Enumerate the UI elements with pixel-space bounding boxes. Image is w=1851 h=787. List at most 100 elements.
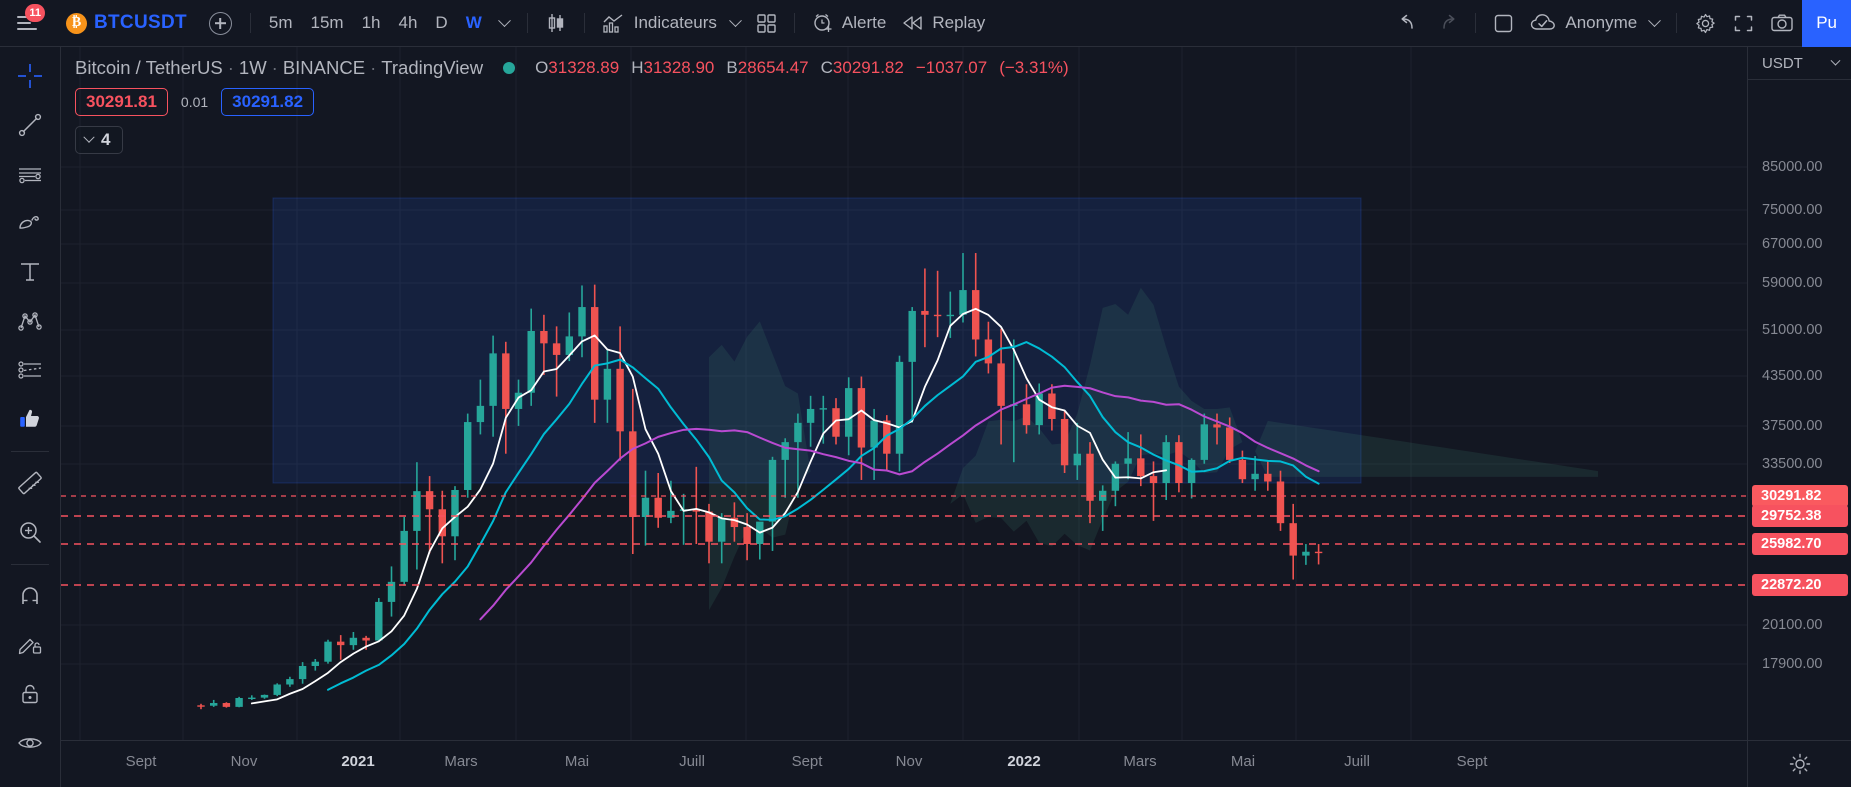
alert-button[interactable]: Alerte xyxy=(804,7,894,39)
circle-plus-icon[interactable] xyxy=(208,11,232,35)
price-scale-settings-button[interactable] xyxy=(1748,740,1851,787)
price-chart-svg xyxy=(61,47,1747,740)
price-scale-header[interactable]: USDT xyxy=(1748,47,1851,80)
square-button[interactable] xyxy=(1485,7,1522,39)
ask-price[interactable]: 30291.82 xyxy=(221,88,315,116)
price-tick: 33500.00 xyxy=(1762,456,1823,472)
divider xyxy=(793,13,795,33)
crosshair-icon xyxy=(18,64,42,88)
chevron-down-icon xyxy=(1830,55,1841,66)
layout-button[interactable] xyxy=(748,7,785,39)
settings-button[interactable] xyxy=(1686,7,1725,39)
time-tick: Nov xyxy=(895,753,923,770)
chart-type-button[interactable] xyxy=(537,7,575,39)
price-tick: 85000.00 xyxy=(1762,159,1823,175)
candlestick-icon xyxy=(545,12,567,34)
text-icon xyxy=(21,263,39,281)
price-tick: 59000.00 xyxy=(1762,275,1823,291)
indicators-chart-icon xyxy=(602,13,625,34)
timeframe-5m[interactable]: 5m xyxy=(268,13,293,32)
ohlc-key-open: O xyxy=(535,58,549,77)
separator-dot: · xyxy=(370,57,377,78)
alert-price-tag[interactable]: 22872.20 xyxy=(1752,574,1848,596)
divider xyxy=(1676,13,1678,33)
timeframe-d[interactable]: D xyxy=(435,13,448,32)
replay-button[interactable]: Replay xyxy=(894,7,993,39)
time-scale[interactable]: Sept Nov 2021 Mars Mai Juill Sept Nov 2022 Mars Ma… xyxy=(61,740,1747,787)
thumbs-up-icon xyxy=(20,409,39,427)
zoom-in-icon xyxy=(20,522,41,543)
emoji-tool[interactable] xyxy=(9,398,51,440)
exchange-label: BINANCE xyxy=(282,57,366,78)
source-label: TradingView xyxy=(381,57,484,78)
chevron-down-icon xyxy=(1648,13,1662,27)
ichimoku-cloud xyxy=(709,287,1598,611)
magnet-tool[interactable] xyxy=(9,575,51,617)
ohlc-value-close: 30291.82 xyxy=(832,58,904,77)
trend-line-tool[interactable] xyxy=(9,104,51,146)
divider xyxy=(11,451,49,452)
brush-tool[interactable] xyxy=(9,202,51,244)
fullscreen-button[interactable] xyxy=(1725,7,1762,39)
time-tick: Juill xyxy=(1344,753,1370,770)
timeframe-4h[interactable]: 4h xyxy=(398,13,418,32)
indicators-button[interactable]: Indicateurs xyxy=(594,7,748,39)
interval-label: 1W xyxy=(238,57,267,78)
alert-label: Alerte xyxy=(841,13,887,32)
chart-canvas[interactable]: Bitcoin / TetherUS · 1W · BINANCE · Trad… xyxy=(61,47,1747,740)
price-scale[interactable]: USDT 85000.00 75000.00 67000.00 59000.00 510… xyxy=(1747,47,1851,787)
patterns-tool[interactable] xyxy=(9,300,51,342)
menu-button[interactable]: 11 xyxy=(10,4,45,38)
timeframe-w[interactable]: W xyxy=(465,13,482,32)
indicator-group-badge[interactable]: 4 xyxy=(75,126,124,154)
rewind-icon xyxy=(902,15,924,31)
time-tick: Sept xyxy=(791,753,823,770)
top-toolbar: 11 ₿ BTCUSDT 5m 15m 1h 4h D W xyxy=(0,0,1851,47)
alert-price-tag[interactable]: 29752.38 xyxy=(1752,505,1848,527)
undo-button[interactable] xyxy=(1390,7,1428,39)
publish-button[interactable]: Pu xyxy=(1802,0,1851,47)
trend-line-icon xyxy=(18,113,42,137)
time-tick: 2022 xyxy=(1007,753,1041,770)
bid-price[interactable]: 30291.81 xyxy=(75,88,168,116)
time-tick: Juill xyxy=(679,753,705,770)
timeframe-15m[interactable]: 15m xyxy=(310,13,344,32)
ohlc-value-low: 28654.47 xyxy=(737,58,809,77)
timeframe-dropdown-button[interactable] xyxy=(491,7,518,39)
crosshair-tool[interactable] xyxy=(9,55,51,97)
snapshot-button[interactable] xyxy=(1762,7,1802,39)
timeframe-1h[interactable]: 1h xyxy=(361,13,381,32)
legend-title-row: Bitcoin / TetherUS · 1W · BINANCE · Trad… xyxy=(75,57,1081,79)
patterns-icon xyxy=(18,312,42,331)
change-percent: (−3.31%) xyxy=(999,58,1069,77)
drawing-toolbar xyxy=(0,47,61,787)
zoom-in-tool[interactable] xyxy=(9,511,51,553)
measure-tool[interactable] xyxy=(9,462,51,504)
eye-icon xyxy=(18,738,42,748)
pencil-unlock-icon xyxy=(18,638,42,655)
redo-button[interactable] xyxy=(1428,7,1466,39)
time-tick: Mai xyxy=(1230,753,1256,770)
market-status-icon xyxy=(503,62,516,74)
drawing-mode-tool[interactable] xyxy=(9,624,51,666)
chevron-down-icon xyxy=(497,13,511,27)
forecast-tool[interactable] xyxy=(9,349,51,391)
brush-icon xyxy=(19,216,39,229)
divider xyxy=(11,564,49,565)
separator-dot: · xyxy=(271,57,278,78)
current-price-tag[interactable]: 30291.82 xyxy=(1752,485,1848,507)
symbol-button[interactable]: ₿ BTCUSDT xyxy=(58,7,195,39)
cloud-save-button[interactable]: Anonyme xyxy=(1522,7,1667,39)
price-tick: 43500.00 xyxy=(1762,368,1823,384)
lock-drawings-tool[interactable] xyxy=(9,673,51,715)
chart-legend: Bitcoin / TetherUS · 1W · BINANCE · Trad… xyxy=(75,57,1081,154)
replay-label: Replay xyxy=(932,13,986,32)
alert-price-tag[interactable]: 25982.70 xyxy=(1752,533,1848,555)
divider xyxy=(249,13,251,33)
instrument-name: Bitcoin / TetherUS xyxy=(75,57,223,78)
text-tool[interactable] xyxy=(9,251,51,293)
ohlc-key-high: H xyxy=(631,58,644,77)
horizontal-lines-tool[interactable] xyxy=(9,153,51,195)
lock-icon xyxy=(22,684,38,704)
hide-drawings-tool[interactable] xyxy=(9,722,51,764)
